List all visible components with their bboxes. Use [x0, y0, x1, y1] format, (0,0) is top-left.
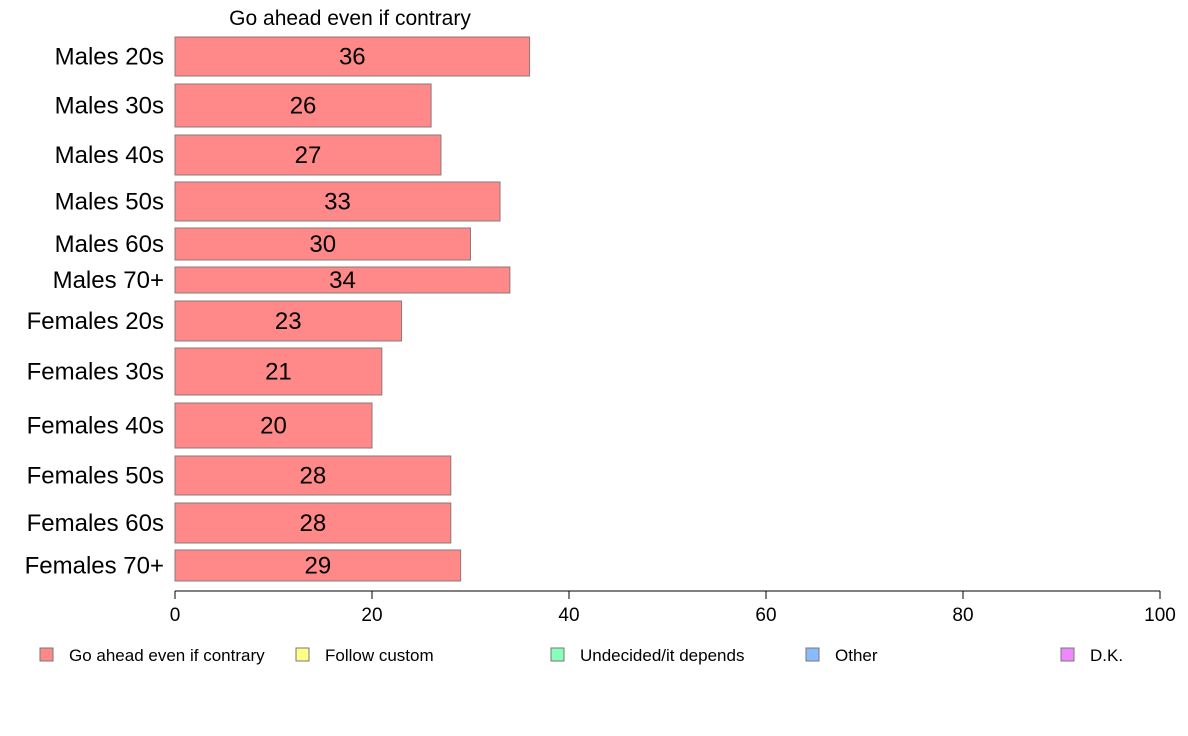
- legend-swatch: [1060, 647, 1075, 662]
- category-label: Males 40s: [55, 142, 164, 169]
- tick-label: 40: [558, 605, 579, 626]
- bar: [174, 347, 383, 396]
- bar: [174, 134, 442, 176]
- bar: [174, 181, 501, 222]
- category-label: Males 50s: [55, 189, 164, 216]
- bar: [174, 300, 403, 342]
- tick-label: 80: [952, 605, 973, 626]
- value-label: 34: [329, 267, 356, 294]
- tick-label: 60: [755, 605, 776, 626]
- category-label: Males 70+: [53, 267, 164, 294]
- tick-label: 100: [1144, 605, 1176, 626]
- value-label: 26: [290, 93, 317, 120]
- legend-swatch: [805, 647, 820, 662]
- value-label: 30: [309, 231, 336, 258]
- value-label: 21: [265, 359, 292, 386]
- value-label: 23: [275, 308, 302, 335]
- tick-label: 20: [361, 605, 382, 626]
- bar: [174, 455, 452, 496]
- bar: [174, 502, 452, 544]
- legend-swatch: [295, 647, 310, 662]
- category-label: Females 60s: [27, 510, 164, 537]
- bar: [174, 36, 531, 77]
- category-label: Females 70+: [25, 553, 164, 580]
- bar: [174, 402, 373, 449]
- value-label: 28: [300, 463, 327, 490]
- legend-label: Other: [835, 646, 878, 665]
- legend-label: D.K.: [1090, 646, 1123, 665]
- x-axis: 0 20 40 60 80 100: [170, 590, 1176, 626]
- bars: Males 20s 36 Males 30s 26 Males 40s 27 Males 5…: [25, 36, 531, 582]
- value-label: 20: [260, 413, 287, 440]
- bar: [174, 83, 432, 128]
- legend-label: Follow custom: [325, 646, 434, 665]
- category-label: Males 20s: [55, 44, 164, 71]
- legend-swatch: [550, 647, 565, 662]
- legend-label: Undecided/it depends: [580, 646, 744, 665]
- bar: [174, 549, 462, 582]
- category-label: Females 50s: [27, 463, 164, 490]
- category-label: Females 30s: [27, 359, 164, 386]
- category-label: Females 40s: [27, 413, 164, 440]
- legend: Go ahead even if contrary Follow custom Un…: [39, 646, 1123, 665]
- value-label: 33: [324, 189, 351, 216]
- bar: [174, 266, 511, 294]
- chart-title: Go ahead even if contrary: [229, 7, 471, 30]
- category-label: Males 60s: [55, 231, 164, 258]
- legend-label: Go ahead even if contrary: [69, 646, 265, 665]
- value-label: 28: [300, 510, 327, 537]
- category-label: Females 20s: [27, 308, 164, 335]
- value-label: 36: [339, 44, 366, 71]
- category-label: Males 30s: [55, 93, 164, 120]
- bar: [174, 227, 471, 261]
- legend-swatch: [39, 647, 54, 662]
- value-label: 29: [304, 553, 331, 580]
- tick-label: 0: [170, 605, 181, 626]
- value-label: 27: [295, 142, 322, 169]
